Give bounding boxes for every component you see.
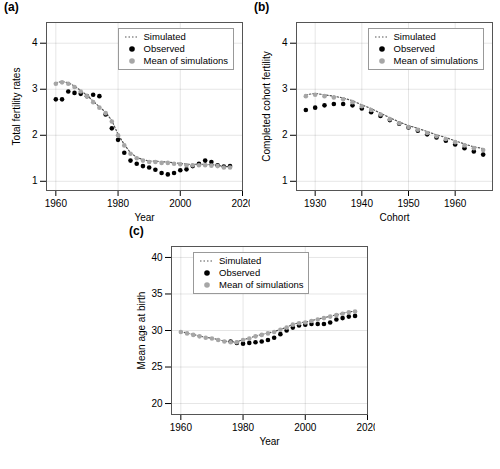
html-text:Simulated: Simulated: [143, 31, 186, 42]
svg-text:2020: 2020: [231, 198, 250, 209]
html-text:Mean of simulations: Mean of simulations: [219, 279, 304, 290]
svg-text:1980: 1980: [107, 198, 130, 209]
svg-text:1: 1: [282, 175, 288, 186]
svg-text:2: 2: [32, 129, 38, 140]
html-text:(a): (a): [4, 0, 19, 14]
html-text:Observed: Observed: [219, 267, 261, 278]
svg-text:1980: 1980: [232, 422, 255, 433]
html-text:Simulated: Simulated: [393, 31, 436, 42]
svg-text:1960: 1960: [170, 422, 193, 433]
svg-text:4: 4: [32, 37, 38, 48]
svg-text:35: 35: [151, 288, 163, 299]
svg-text:4: 4: [282, 37, 288, 48]
svg-text:25: 25: [151, 361, 163, 372]
svg-text:20: 20: [151, 398, 163, 409]
svg-text:2: 2: [282, 129, 288, 140]
svg-text:1960: 1960: [444, 198, 467, 209]
html-text:(b): (b): [254, 0, 270, 14]
svg-text:1940: 1940: [351, 198, 374, 209]
html-text:Mean of simulations: Mean of simulations: [143, 55, 228, 66]
svg-text:1930: 1930: [304, 198, 327, 209]
svg-text:2020: 2020: [356, 422, 375, 433]
svg-text:3: 3: [32, 83, 38, 94]
html-text:Mean of simulations: Mean of simulations: [393, 55, 478, 66]
svg-text:1960: 1960: [45, 198, 68, 209]
svg-text:2000: 2000: [294, 422, 317, 433]
svg-text:Year: Year: [134, 212, 155, 223]
svg-text:1: 1: [32, 175, 38, 186]
svg-text:40: 40: [151, 252, 163, 263]
svg-text:30: 30: [151, 325, 163, 336]
svg-text:3: 3: [282, 83, 288, 94]
html-text:(c): (c): [129, 224, 144, 238]
html-text:Simulated: Simulated: [219, 255, 262, 266]
svg-text:Year: Year: [259, 436, 280, 447]
svg-text:Mean age at birth: Mean age at birth: [136, 292, 147, 370]
html-text:Observed: Observed: [393, 43, 435, 54]
html-text:Observed: Observed: [143, 43, 185, 54]
svg-text:2000: 2000: [169, 198, 192, 209]
svg-text:Total fertility rates: Total fertility rates: [11, 68, 22, 146]
svg-text:1950: 1950: [397, 198, 420, 209]
svg-text:Completed cohort fertility: Completed cohort fertility: [261, 51, 272, 162]
svg-text:Cohort: Cohort: [379, 212, 409, 223]
